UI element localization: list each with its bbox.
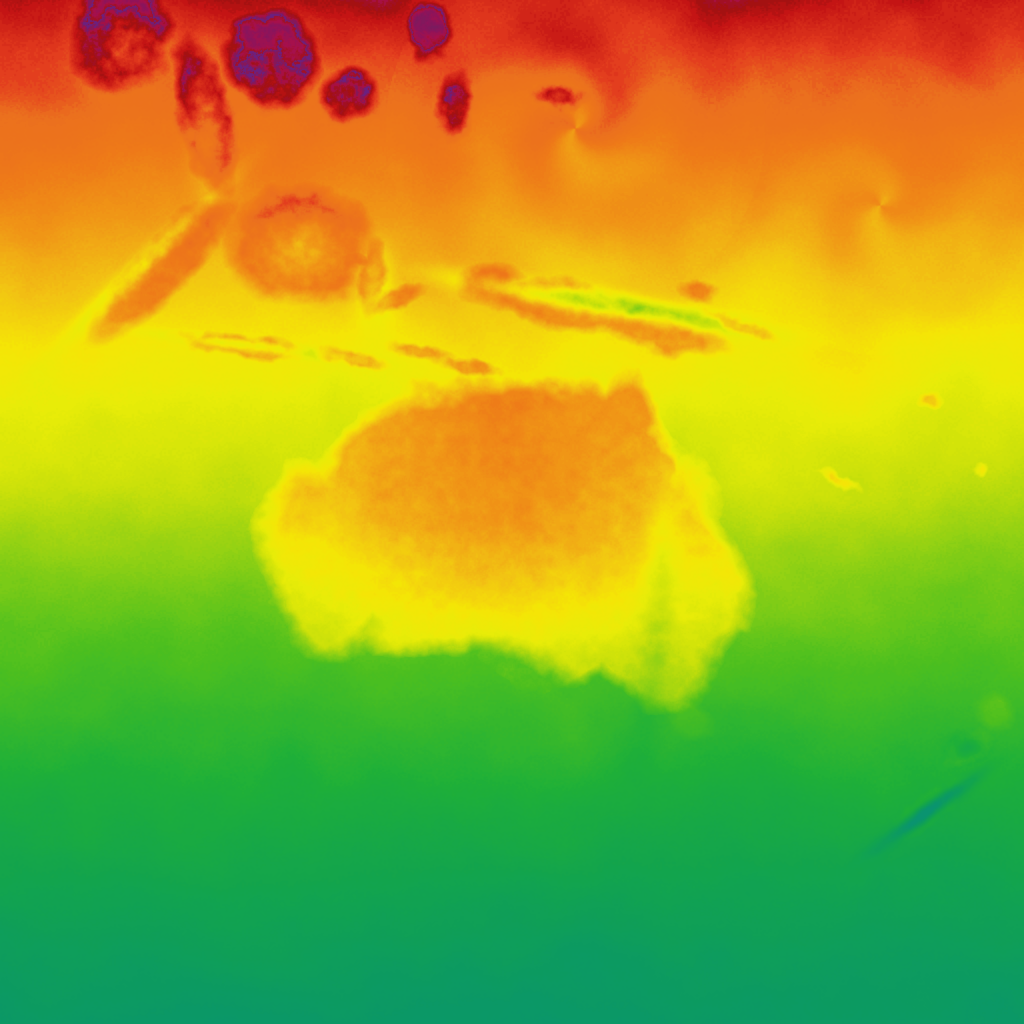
climate-raster-map [0, 0, 1024, 1024]
raster-map-canvas [0, 0, 1024, 1024]
